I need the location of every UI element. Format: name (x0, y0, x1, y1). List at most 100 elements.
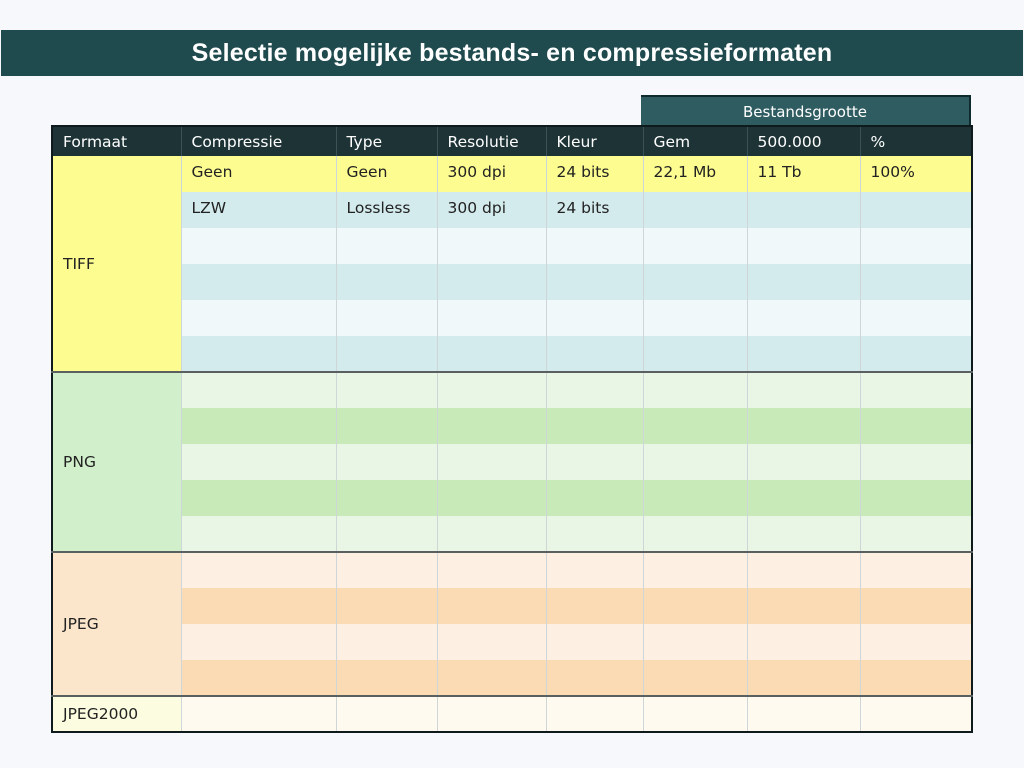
table-cell (545, 300, 643, 336)
table-cell (746, 228, 860, 264)
table-cell (335, 624, 437, 660)
table-cell (642, 551, 747, 588)
table-cell (859, 300, 972, 336)
table-cell (642, 660, 747, 696)
table-cell (746, 264, 860, 300)
table-cell (335, 264, 437, 300)
table-cell (545, 480, 643, 516)
table-cell (335, 444, 437, 480)
table-cell (859, 588, 972, 624)
table-cell (335, 660, 437, 696)
table-cell (180, 444, 336, 480)
table-cell (436, 516, 546, 552)
table-cell (859, 551, 972, 588)
table-cell (746, 444, 860, 480)
table-cell (180, 624, 336, 660)
table-cell: LZW (180, 192, 336, 228)
col-header-percent: % (859, 126, 972, 156)
table-cell (642, 192, 747, 228)
table-cell (335, 228, 437, 264)
table-cell (335, 588, 437, 624)
table-cell (180, 516, 336, 552)
table-row (52, 408, 972, 444)
table-cell (642, 516, 747, 552)
table-cell (859, 192, 972, 228)
format-cell-tiff: TIFF (52, 156, 181, 372)
table-cell (642, 300, 747, 336)
table-cell (180, 408, 336, 444)
table-cell: 300 dpi (436, 192, 546, 228)
title-bar: Selectie mogelijke bestands- en compress… (1, 30, 1023, 76)
table-cell (180, 480, 336, 516)
table-cell (436, 371, 546, 408)
table-cell: Geen (180, 156, 336, 192)
table-cell (545, 695, 643, 732)
table-row (52, 660, 972, 696)
table-cell (642, 695, 747, 732)
table-cell (545, 336, 643, 372)
table-cell (335, 516, 437, 552)
table-cell (859, 695, 972, 732)
table-cell (180, 300, 336, 336)
table-cell: Geen (335, 156, 437, 192)
table-cell: 100% (859, 156, 972, 192)
table-cell: 24 bits (545, 156, 643, 192)
format-cell-jpeg: JPEG (52, 551, 181, 696)
table-row (52, 588, 972, 624)
table-cell (545, 408, 643, 444)
table-cell (335, 336, 437, 372)
table-cell (335, 551, 437, 588)
table-cell (436, 480, 546, 516)
table-cell (746, 408, 860, 444)
table-cell (746, 660, 860, 696)
table-cell (180, 551, 336, 588)
table-cell (642, 336, 747, 372)
header-row: Formaat Compressie Type Resolutie Kleur … (51, 126, 972, 156)
table-row (52, 480, 972, 516)
table-cell (746, 695, 860, 732)
table-cell (335, 695, 437, 732)
table-cell (335, 371, 437, 408)
table-cell (436, 444, 546, 480)
table-row (52, 264, 972, 300)
table-cell: 300 dpi (436, 156, 546, 192)
table-cell (746, 588, 860, 624)
table-cell (545, 264, 643, 300)
format-cell-jpeg2000: JPEG2000 (52, 695, 181, 732)
col-header-500000: 500.000 (746, 126, 860, 156)
table-cell (746, 336, 860, 372)
table-cell (180, 588, 336, 624)
table-cell (642, 408, 747, 444)
table-cell (746, 300, 860, 336)
table-cell (859, 264, 972, 300)
table-cell (746, 480, 860, 516)
page-title: Selectie mogelijke bestands- en compress… (191, 38, 833, 67)
table-cell (642, 228, 747, 264)
format-table: Formaat Compressie Type Resolutie Kleur … (51, 125, 973, 733)
table-cell (545, 228, 643, 264)
table-cell (545, 371, 643, 408)
table-cell (642, 480, 747, 516)
table-cell: 24 bits (545, 192, 643, 228)
table-cell (180, 695, 336, 732)
table-cell (545, 516, 643, 552)
table-cell (545, 660, 643, 696)
table-cell: Lossless (335, 192, 437, 228)
table-cell (746, 551, 860, 588)
table-row: JPEG2000 (52, 695, 972, 732)
table-cell (436, 551, 546, 588)
col-header-formaat: Formaat (51, 126, 181, 156)
table-cell (859, 444, 972, 480)
table-cell (335, 408, 437, 444)
table-cell (642, 624, 747, 660)
table-cell (335, 300, 437, 336)
table-cell (859, 336, 972, 372)
table-row: TIFF Geen Geen 300 dpi 24 bits 22,1 Mb 1… (52, 156, 972, 372)
group-header-file-size: Bestandsgrootte (641, 95, 971, 126)
table-cell (545, 551, 643, 588)
col-header-resolutie: Resolutie (436, 126, 546, 156)
table-cell (436, 408, 546, 444)
format-cell-png: PNG (52, 371, 181, 552)
table-cell (859, 624, 972, 660)
table-cell (746, 516, 860, 552)
